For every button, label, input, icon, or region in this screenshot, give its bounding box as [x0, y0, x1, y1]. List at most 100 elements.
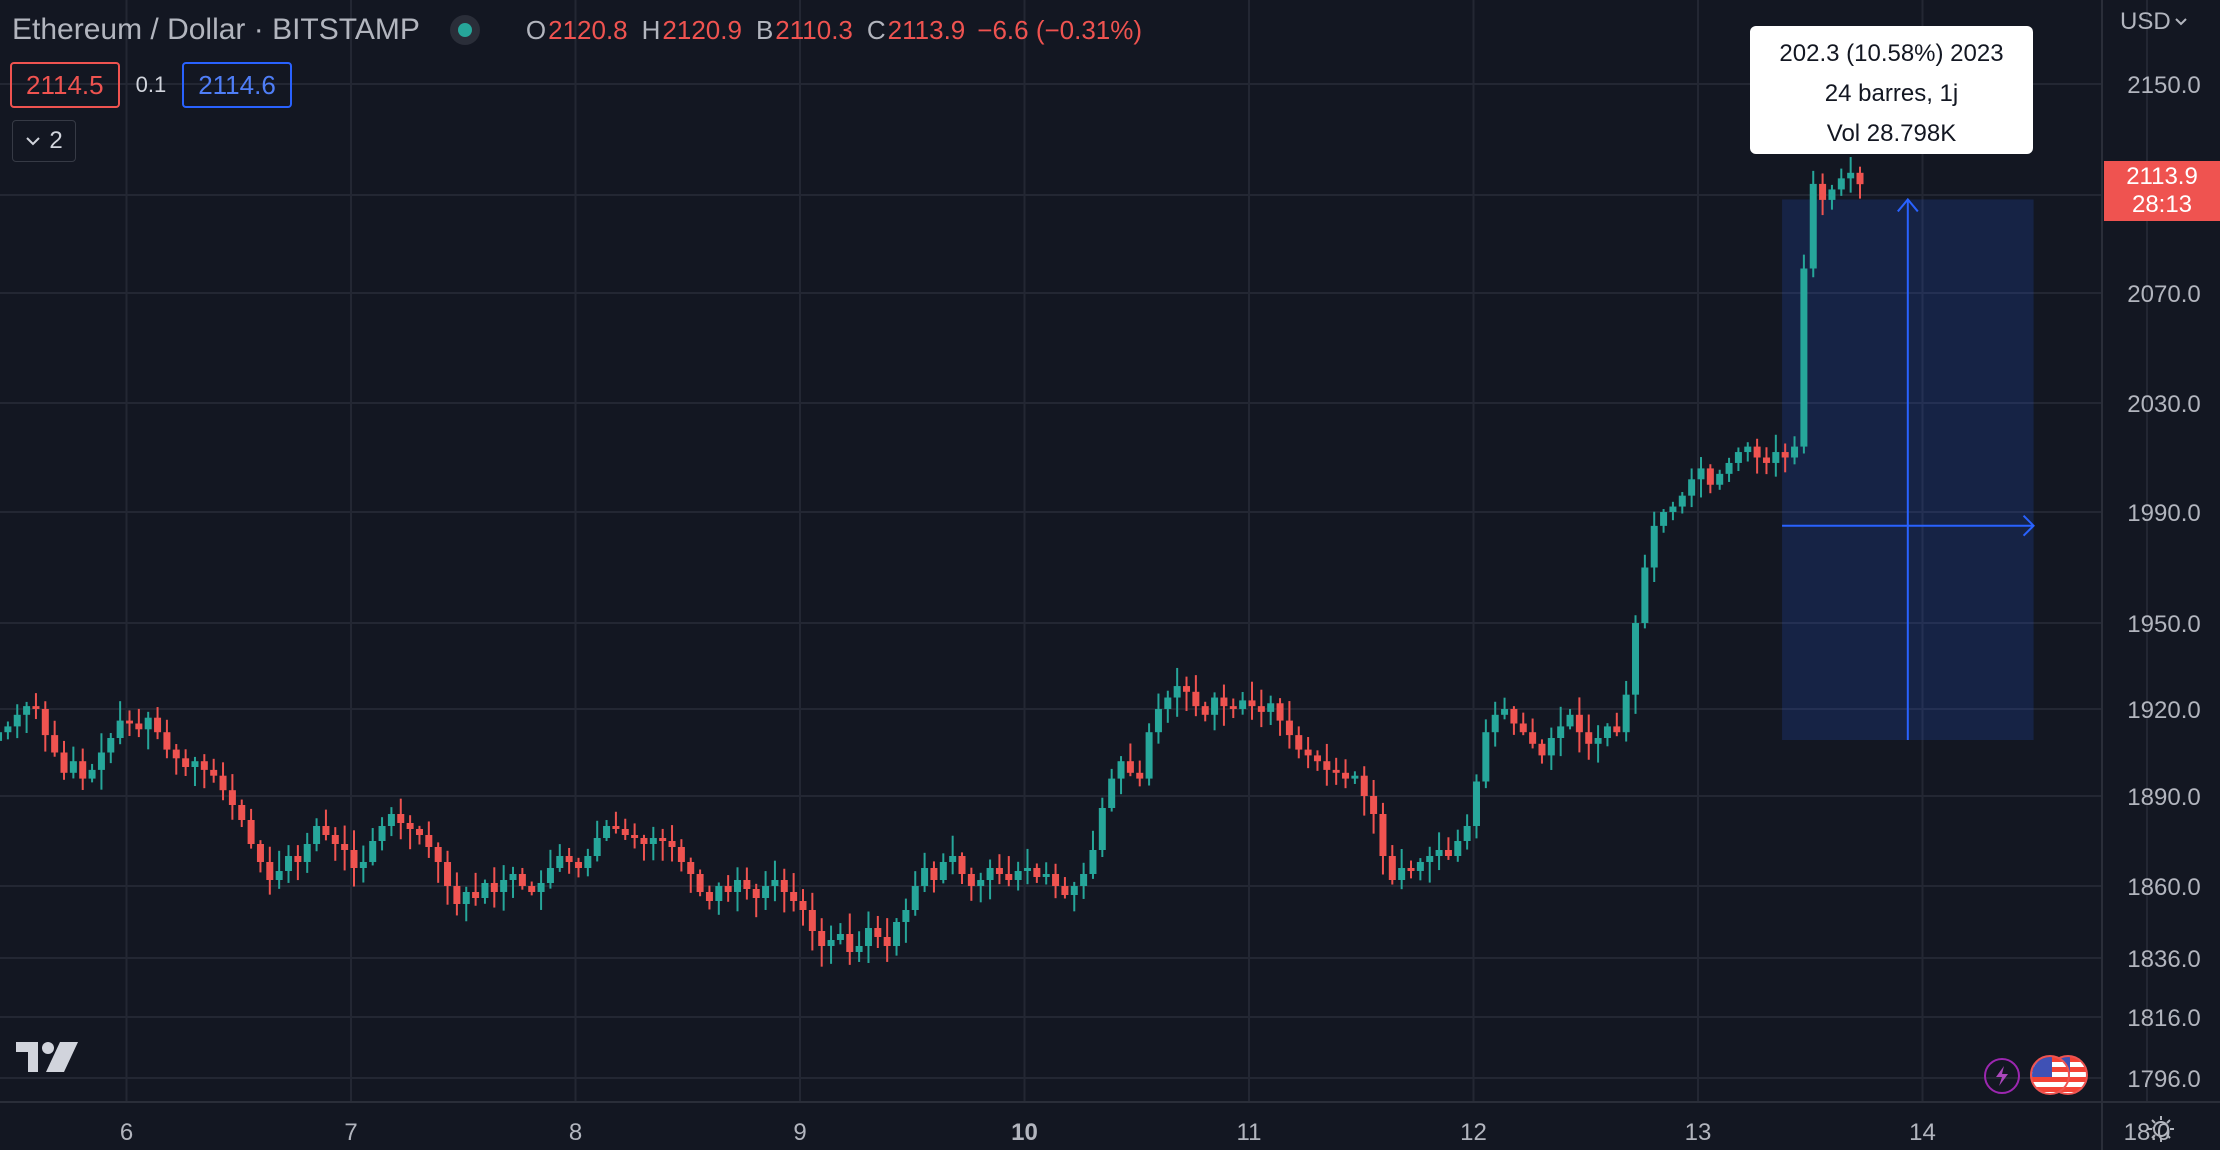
candle-body [1435, 850, 1443, 856]
candle-body [378, 826, 386, 841]
change-value: −6.6 (−0.31%) [977, 14, 1143, 45]
candle-body [303, 844, 311, 862]
candle-body [41, 709, 49, 736]
symbol-title[interactable]: Ethereum / Dollar · BITSTAMP [12, 13, 420, 46]
candle-body [1098, 808, 1106, 850]
candle-body [1547, 738, 1555, 756]
candle-body [88, 769, 96, 779]
candle-body [1762, 457, 1770, 463]
candle-body [939, 862, 947, 880]
candle-body [977, 880, 985, 886]
tradingview-logo-icon[interactable] [16, 1040, 78, 1074]
candle-body [1519, 723, 1527, 733]
price-tick-label: 1990.0 [2127, 500, 2200, 527]
currency-label: USD [2120, 8, 2171, 35]
candle-body [640, 838, 648, 844]
candle-body [799, 901, 807, 910]
candle-body [1416, 862, 1424, 871]
candle-body [621, 829, 629, 835]
candle-body [60, 752, 68, 773]
candle-body [1370, 796, 1378, 814]
candle-body [1126, 761, 1134, 773]
candle-body [500, 880, 508, 892]
sell-button[interactable]: 2114.5 [10, 62, 120, 108]
candle-body [631, 835, 639, 838]
candle-body [1014, 871, 1022, 880]
candle-body [266, 862, 274, 880]
chevron-down-icon [26, 137, 41, 146]
candle-body [144, 717, 152, 730]
time-tick-label: 8 [569, 1119, 582, 1146]
market-status-dot-icon[interactable] [449, 15, 480, 45]
price-tick-label: 2150.0 [2127, 72, 2200, 99]
measure-tooltip: 202.3 (10.58%) 2023 24 barres, 1j Vol 28… [1750, 26, 2033, 154]
candle-body [612, 826, 620, 829]
candle-body [818, 931, 826, 946]
candle-body [1828, 189, 1836, 200]
measure-bars-text: 24 barres, 1j [1824, 80, 1959, 107]
measure-tool [1782, 197, 2035, 740]
candle-body [1285, 720, 1293, 736]
candle-body [1501, 709, 1509, 715]
candle-body [518, 874, 526, 886]
candle-body [734, 880, 742, 892]
candle-body [1744, 446, 1752, 453]
candle-body [546, 868, 554, 883]
price-tick-label: 1950.0 [2127, 611, 2200, 638]
candle-body [1454, 841, 1462, 856]
candle-body [247, 820, 255, 844]
candle-body [163, 732, 171, 750]
candle-body [565, 856, 573, 862]
candle-body [1472, 781, 1480, 826]
flash-icon[interactable] [1984, 1058, 2020, 1094]
indicators-toggle-button[interactable]: 2 [12, 120, 76, 162]
candle-body [1351, 775, 1359, 779]
us-flag-icon[interactable] [2030, 1055, 2092, 1097]
candle-body [1566, 714, 1574, 727]
candle-body [1052, 874, 1060, 886]
candle-body [1342, 772, 1350, 779]
candle-body [1005, 874, 1013, 880]
gear-icon[interactable] [2146, 1114, 2176, 1144]
candle-body [359, 862, 367, 868]
candle-body [874, 928, 882, 937]
candle-body [836, 934, 844, 940]
candle-body [1323, 761, 1331, 770]
candle-body [462, 892, 470, 904]
last-price-label: 2113.9 28:13 [2104, 161, 2220, 221]
candle-body [350, 850, 358, 868]
price-tick-label: 2070.0 [2127, 281, 2200, 308]
buy-button[interactable]: 2114.6 [182, 62, 292, 108]
candle-body [1136, 772, 1144, 779]
candle-body [1510, 709, 1518, 724]
candle-body [705, 892, 713, 901]
trade-buttons: 2114.5 0.1 2114.6 [10, 62, 292, 108]
ohlc-legend: O 2120.8 H 2120.9 B 2110.3 C 2113.9 −6.6 (−0… [512, 15, 1142, 46]
candle-body [1660, 512, 1668, 526]
candle-body [107, 738, 115, 753]
candle-body [490, 883, 498, 892]
candle-body [1575, 714, 1583, 733]
candle-body [1734, 452, 1742, 463]
candle-body [1080, 874, 1088, 886]
candle-body [1819, 183, 1827, 200]
candle-body [1398, 868, 1406, 880]
candle-body [481, 883, 489, 898]
candle-body [649, 838, 657, 844]
candle-body [1304, 749, 1312, 756]
candle-body [593, 838, 601, 856]
candle-body [1239, 700, 1247, 709]
candle-body [930, 868, 938, 880]
currency-selector[interactable]: USD [2120, 8, 2187, 36]
candle-body [986, 868, 994, 880]
candle-body [855, 946, 863, 952]
time-tick-label: 6 [120, 1119, 133, 1146]
time-tick-label: 10 [1011, 1119, 1038, 1146]
candle-body [219, 775, 227, 791]
bar-countdown: 28:13 [2131, 191, 2193, 218]
candle-body [1229, 706, 1237, 709]
candle-body [444, 862, 452, 886]
candle-body [584, 856, 592, 868]
low-value: 2110.3 [775, 14, 853, 45]
